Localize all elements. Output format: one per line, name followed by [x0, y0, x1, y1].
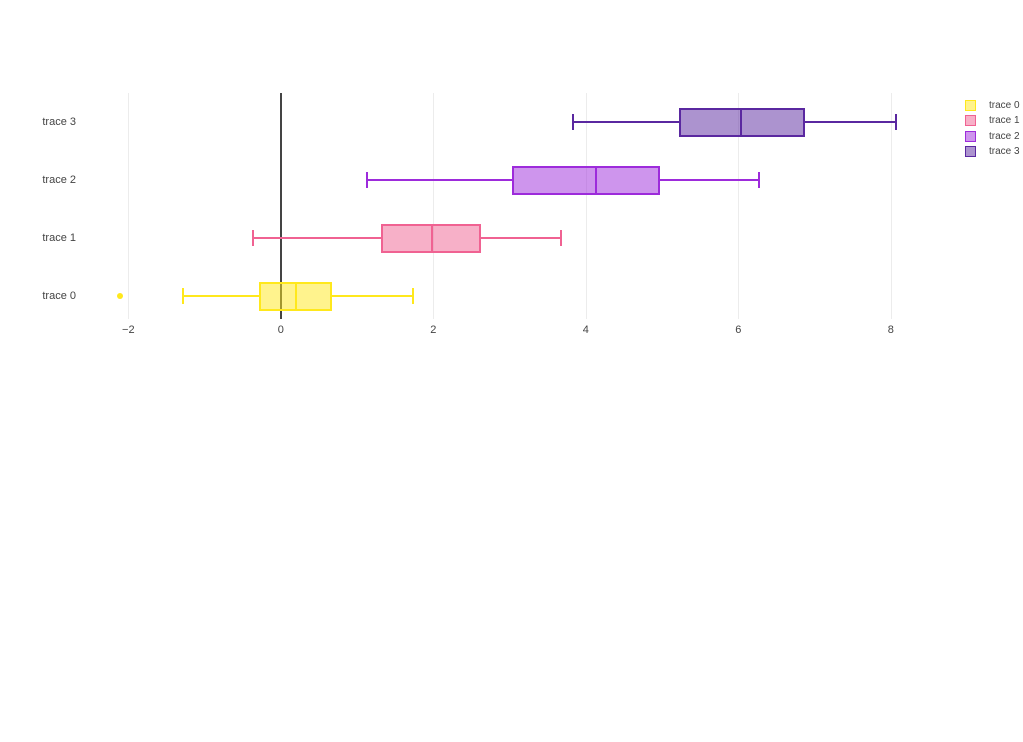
x-tick-label: 6 — [735, 324, 742, 336]
legend-label: trace 2 — [989, 130, 1020, 142]
legend-swatch-icon — [965, 130, 976, 142]
box-whisker-high-1 — [480, 237, 562, 239]
box-plot-trace-2[interactable] — [511, 165, 660, 195]
legend-swatch-icon — [965, 100, 976, 112]
legend-label: trace 3 — [989, 146, 1020, 158]
box-whisker-cap-high-3 — [895, 114, 898, 130]
legend: trace 0 trace 1 trace 2 trace 3 — [960, 98, 1020, 159]
box-whisker-cap-low-0 — [182, 288, 185, 304]
x-zeroline — [280, 93, 282, 319]
x-gridline — [585, 93, 587, 319]
y-axis-label: trace 0 — [42, 290, 76, 302]
y-axis-label: trace 1 — [42, 232, 76, 244]
box-whisker-low-2 — [366, 179, 512, 181]
legend-item-trace-3[interactable]: trace 3 — [960, 144, 1020, 159]
y-axis-label: trace 3 — [42, 116, 76, 128]
legend-item-trace-1[interactable]: trace 1 — [960, 113, 1020, 128]
legend-item-trace-2[interactable]: trace 2 — [960, 129, 1020, 144]
box-whisker-high-0 — [331, 295, 413, 297]
box-whisker-cap-high-2 — [757, 172, 760, 188]
box-whisker-high-2 — [659, 179, 759, 181]
box-whisker-cap-low-1 — [251, 230, 254, 246]
x-tick-label: 2 — [430, 324, 437, 336]
y-axis-label: trace 2 — [42, 174, 76, 186]
x-gridline — [738, 93, 740, 319]
legend-label: trace 0 — [989, 100, 1020, 112]
box-whisker-low-1 — [252, 237, 382, 239]
x-tick-label: 0 — [277, 324, 284, 336]
box-whisker-low-3 — [572, 121, 679, 123]
legend-swatch-icon — [965, 115, 976, 127]
box-whisker-cap-low-2 — [365, 172, 368, 188]
x-gridline — [433, 93, 435, 319]
legend-label: trace 1 — [989, 115, 1020, 127]
x-gridline — [128, 93, 130, 319]
box-whisker-low-0 — [183, 295, 260, 297]
box-median-3 — [740, 107, 743, 137]
box-whisker-cap-low-3 — [571, 114, 574, 130]
box-median-1 — [430, 223, 433, 253]
box-whisker-cap-high-1 — [560, 230, 563, 246]
x-tick-label: −2 — [122, 324, 135, 336]
legend-swatch-icon — [965, 146, 976, 158]
outlier-point[interactable] — [116, 293, 123, 299]
box-median-0 — [295, 281, 298, 311]
box-whisker-high-3 — [805, 121, 897, 123]
x-gridline — [890, 93, 892, 319]
legend-item-trace-0[interactable]: trace 0 — [960, 98, 1020, 113]
box-median-2 — [595, 165, 598, 195]
x-tick-label: 4 — [582, 324, 589, 336]
box-whisker-cap-high-0 — [411, 288, 414, 304]
x-tick-label: 8 — [887, 324, 894, 336]
